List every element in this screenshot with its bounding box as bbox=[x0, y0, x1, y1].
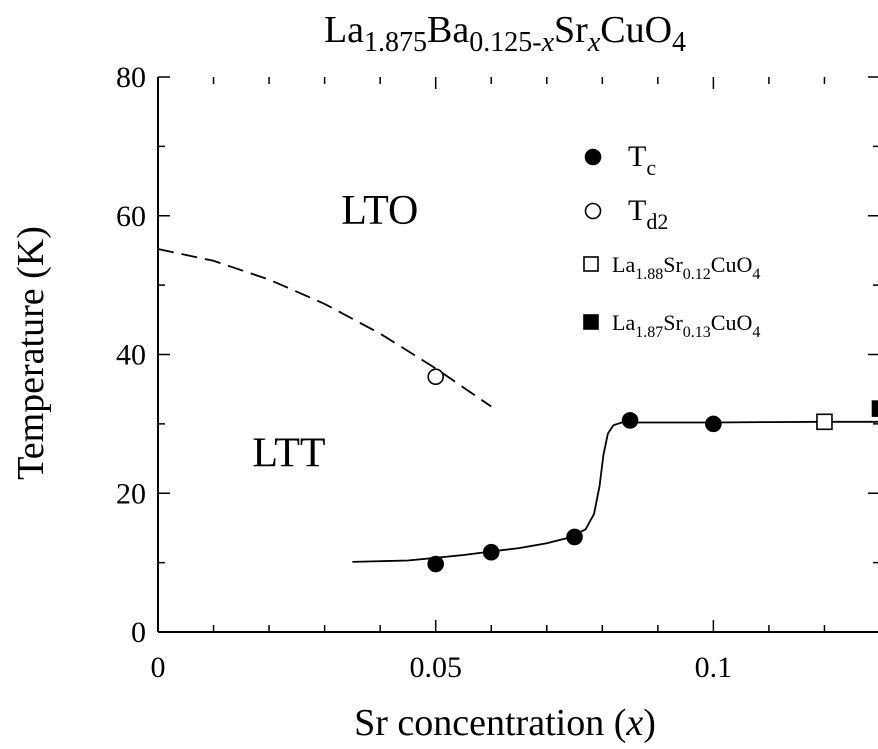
y-axis-label: Temperature (K) bbox=[10, 226, 52, 480]
y-tick-label: 60 bbox=[116, 200, 146, 233]
solid-curve bbox=[352, 420, 878, 563]
x-tick-label: 0.1 bbox=[695, 651, 733, 684]
fit-curves bbox=[157, 248, 878, 563]
data-point-filled-circle bbox=[566, 528, 583, 546]
data-point-filled-circle bbox=[705, 415, 722, 433]
region-label-lto: LTO bbox=[341, 188, 418, 234]
axis-tick-labels: 0 20 40 60 80 0 0.05 0.1 bbox=[116, 61, 732, 684]
legend-marker bbox=[584, 148, 602, 166]
data-point-filled-circle bbox=[621, 412, 639, 429]
legend: Tc Td2 La1.88Sr0.12CuO4 La1.87Sr0.13CuO4 bbox=[583, 140, 760, 341]
y-tick-label: 80 bbox=[116, 61, 146, 94]
title-text: La1.875Ba0.125-xSrxCuO4 bbox=[324, 9, 686, 58]
x-tick-label: 0 bbox=[151, 651, 166, 684]
legend-item: La1.87Sr0.13CuO4 bbox=[583, 310, 760, 341]
legend-label: Tc bbox=[628, 140, 656, 180]
data-point-filled-square bbox=[871, 400, 878, 417]
legend-marker bbox=[583, 314, 599, 330]
legend-marker bbox=[583, 256, 599, 272]
region-label-ltt: LTT bbox=[252, 431, 325, 477]
data-point-filled-circle bbox=[482, 543, 500, 561]
legend-label: Td2 bbox=[628, 194, 668, 234]
y-tick-label: 0 bbox=[131, 616, 146, 649]
legend-item: Td2 bbox=[584, 194, 668, 234]
legend-label: La1.88Sr0.12CuO4 bbox=[612, 252, 760, 283]
axis-ticks bbox=[157, 76, 878, 633]
legend-item: Tc bbox=[584, 140, 656, 180]
data-point-filled-circle bbox=[427, 555, 444, 573]
x-axis-label: Sr concentration (x) bbox=[354, 702, 656, 744]
legend-marker bbox=[584, 202, 602, 220]
chart-title: La1.875Ba0.125-xSrxCuO4 bbox=[324, 9, 686, 58]
y-tick-label: 40 bbox=[116, 339, 146, 372]
data-point-open-circle bbox=[427, 368, 444, 386]
x-tick-label: 0.05 bbox=[409, 651, 462, 684]
dashed-curve bbox=[157, 248, 492, 408]
legend-label: La1.87Sr0.13CuO4 bbox=[612, 310, 760, 341]
data-point-open-square bbox=[816, 413, 833, 431]
legend-item: La1.88Sr0.12CuO4 bbox=[583, 252, 760, 283]
phase-region-labels: LTO LTT bbox=[252, 188, 418, 477]
data-points bbox=[427, 368, 878, 573]
y-tick-label: 20 bbox=[116, 477, 146, 510]
